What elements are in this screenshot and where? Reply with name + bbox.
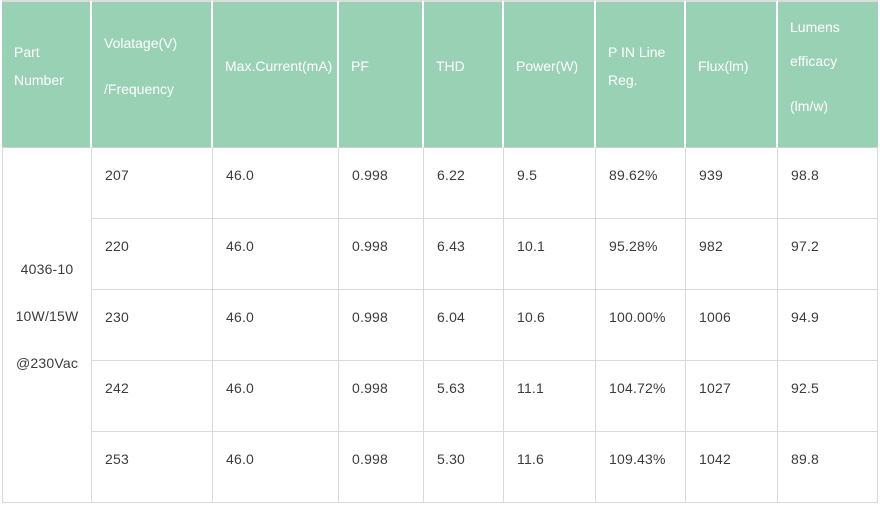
header-line: Power(W) bbox=[516, 58, 579, 74]
cell-power: 9.5 bbox=[504, 148, 596, 219]
header-line: Number bbox=[14, 72, 64, 88]
cell-pf: 0.998 bbox=[339, 148, 424, 219]
table-row: 220 46.0 0.998 6.43 10.1 95.28% 982 97.2 bbox=[2, 219, 878, 290]
cell-thd: 6.22 bbox=[424, 148, 504, 219]
cell-line-reg: 95.28% bbox=[596, 219, 686, 290]
cell-thd: 5.63 bbox=[424, 361, 504, 432]
cell-thd: 6.43 bbox=[424, 219, 504, 290]
cell-part-number: 4036-10 10W/15W @230Vac bbox=[2, 148, 92, 503]
header-line: PF bbox=[351, 58, 369, 74]
part-number-line: 4036-10 bbox=[20, 260, 74, 277]
col-header-pf: PF bbox=[339, 0, 424, 148]
cell-pf: 0.998 bbox=[339, 432, 424, 503]
cell-flux: 1006 bbox=[686, 290, 778, 361]
cell-voltage: 220 bbox=[92, 219, 213, 290]
table-row: 4036-10 10W/15W @230Vac 207 46.0 0.998 6… bbox=[2, 148, 878, 503]
cell-max-current: 46.0 bbox=[213, 148, 339, 219]
table-row: 253 46.0 0.998 5.30 11.6 109.43% 1042 89… bbox=[2, 432, 878, 503]
cell-voltage: 242 bbox=[92, 361, 213, 432]
table-row: 242 46.0 0.998 5.63 11.1 104.72% 1027 92… bbox=[2, 361, 878, 432]
cell-lumens-efficacy: 92.5 bbox=[778, 361, 878, 432]
table-row: 230 46.0 0.998 6.04 10.6 100.00% 1006 94… bbox=[2, 290, 878, 361]
cell-lumens-efficacy: 94.9 bbox=[778, 290, 878, 361]
col-header-max-current: Max.Current(mA) bbox=[213, 0, 339, 148]
cell-pf: 0.998 bbox=[339, 290, 424, 361]
header-row: Part Number Volatage(V) /Frequency Max.C… bbox=[2, 0, 878, 148]
header-line: (lm/w) bbox=[790, 97, 829, 114]
header-line: Reg. bbox=[608, 72, 638, 88]
header-line: Lumens bbox=[790, 18, 840, 35]
cell-max-current: 46.0 bbox=[213, 361, 339, 432]
cell-power: 11.6 bbox=[504, 432, 596, 503]
cell-voltage: 207 bbox=[92, 148, 213, 219]
cell-flux: 1042 bbox=[686, 432, 778, 503]
cell-max-current: 46.0 bbox=[213, 290, 339, 361]
part-number-line: @230Vac bbox=[15, 354, 79, 371]
part-number-line: 10W/15W bbox=[15, 307, 79, 324]
col-header-flux: Flux(lm) bbox=[686, 0, 778, 148]
cell-flux: 982 bbox=[686, 219, 778, 290]
cell-max-current: 46.0 bbox=[213, 219, 339, 290]
header-line: Part bbox=[14, 44, 40, 60]
header-line: Flux(lm) bbox=[698, 58, 749, 74]
cell-flux: 939 bbox=[686, 148, 778, 219]
cell-pf: 0.998 bbox=[339, 219, 424, 290]
cell-power: 10.6 bbox=[504, 290, 596, 361]
cell-line-reg: 89.62% bbox=[596, 148, 686, 219]
header-line: THD bbox=[436, 58, 465, 74]
col-header-p-in-line-reg: P IN Line Reg. bbox=[596, 0, 686, 148]
cell-line-reg: 100.00% bbox=[596, 290, 686, 361]
header-line: P IN Line bbox=[608, 44, 666, 60]
col-header-power: Power(W) bbox=[504, 0, 596, 148]
cell-line-reg: 104.72% bbox=[596, 361, 686, 432]
header-line: Volatage(V) bbox=[104, 35, 178, 51]
cell-thd: 6.04 bbox=[424, 290, 504, 361]
cell-voltage: 230 bbox=[92, 290, 213, 361]
cell-line-reg: 109.43% bbox=[596, 432, 686, 503]
header-line: /Frequency bbox=[104, 81, 175, 97]
col-header-voltage-frequency: Volatage(V) /Frequency bbox=[92, 0, 213, 148]
cell-flux: 1027 bbox=[686, 361, 778, 432]
cell-thd: 5.30 bbox=[424, 432, 504, 503]
cell-lumens-efficacy: 97.2 bbox=[778, 219, 878, 290]
header-line: efficacy bbox=[790, 52, 838, 69]
cell-pf: 0.998 bbox=[339, 361, 424, 432]
col-header-part-number: Part Number bbox=[2, 0, 92, 148]
cell-power: 10.1 bbox=[504, 219, 596, 290]
cell-lumens-efficacy: 89.8 bbox=[778, 432, 878, 503]
header-line: Max.Current(mA) bbox=[225, 58, 333, 74]
col-header-lumens-efficacy: Lumens efficacy (lm/w) bbox=[778, 0, 878, 148]
col-header-thd: THD bbox=[424, 0, 504, 148]
cell-power: 11.1 bbox=[504, 361, 596, 432]
cell-max-current: 46.0 bbox=[213, 432, 339, 503]
cell-lumens-efficacy: 98.8 bbox=[778, 148, 878, 219]
cell-voltage: 253 bbox=[92, 432, 213, 503]
